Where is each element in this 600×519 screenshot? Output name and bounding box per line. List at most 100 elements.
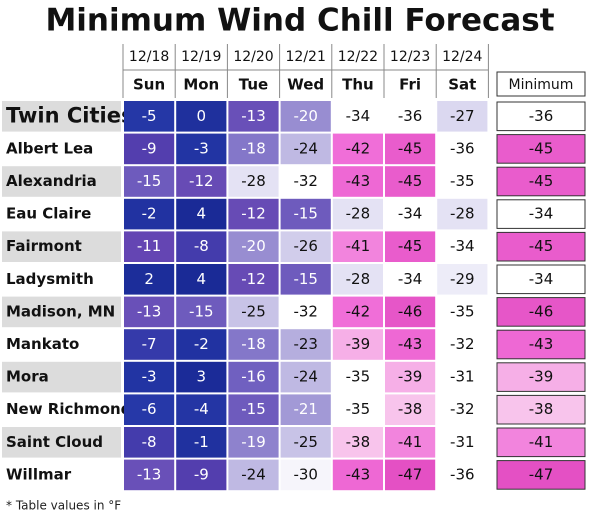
value: -46	[398, 302, 423, 320]
value-cell	[228, 264, 279, 295]
value-cell	[124, 166, 175, 197]
value-cell	[124, 459, 175, 491]
value-cell	[176, 394, 227, 425]
value-cell	[280, 166, 331, 197]
value-cell	[385, 198, 436, 230]
value: -28	[346, 205, 371, 223]
city-name: Albert Lea	[6, 139, 93, 157]
value: -12	[241, 270, 266, 288]
value: -34	[346, 107, 371, 125]
date-label: 12/21	[286, 49, 326, 65]
value-cell	[124, 361, 175, 393]
value-cell	[280, 361, 331, 393]
value: -6	[142, 400, 157, 418]
value-cell	[437, 231, 488, 262]
value: -15	[293, 270, 318, 288]
minimum-cell	[496, 101, 586, 132]
value: -12	[189, 172, 214, 190]
value: -45	[398, 172, 423, 190]
value: -41	[346, 237, 371, 255]
city-cell	[2, 296, 121, 328]
value-cell	[124, 329, 175, 360]
value-cell	[228, 198, 279, 230]
value: 4	[197, 270, 207, 288]
value: -32	[450, 335, 475, 353]
city-cell	[2, 361, 121, 393]
date-label: 12/19	[181, 49, 221, 65]
value: -13	[137, 302, 162, 320]
city-name: Ladysmith	[6, 270, 94, 288]
value: -15	[241, 400, 266, 418]
minimum-cell	[496, 134, 586, 164]
value-cell	[332, 166, 383, 197]
value: -21	[293, 400, 318, 418]
value-cell	[385, 101, 436, 132]
value-cell	[437, 329, 488, 360]
minimum-value: -43	[529, 335, 554, 353]
minimum-value: -46	[529, 302, 554, 320]
value-cell	[385, 459, 436, 491]
value-cell	[124, 264, 175, 295]
value: -18	[241, 139, 266, 157]
value-cell	[176, 231, 227, 262]
value-cell	[437, 166, 488, 197]
day-label: Sun	[133, 76, 165, 94]
value: -36	[450, 139, 475, 157]
value: -32	[293, 172, 318, 190]
minimum-value: -36	[529, 107, 554, 125]
value-cell	[124, 296, 175, 328]
value: -45	[398, 139, 423, 157]
city-cell	[2, 101, 121, 132]
value-cell	[124, 101, 175, 132]
city-name: Mora	[6, 368, 49, 386]
day-label: Fri	[399, 76, 421, 94]
value-cell	[385, 231, 436, 262]
value: -23	[293, 335, 318, 353]
value: -25	[241, 302, 266, 320]
value: -36	[398, 107, 423, 125]
value-cell	[280, 427, 331, 458]
value: -9	[194, 465, 209, 483]
minimum-value: -45	[529, 139, 554, 157]
value: -3	[142, 368, 157, 386]
value: -29	[450, 270, 475, 288]
city-name: Alexandria	[6, 172, 97, 190]
value-cell	[280, 264, 331, 295]
minimum-value: -38	[529, 400, 554, 418]
value-cell	[332, 264, 383, 295]
city-cell	[2, 231, 121, 262]
value: -31	[450, 368, 475, 386]
value-cell	[385, 296, 436, 328]
value: -13	[137, 465, 162, 483]
minimum-value: -41	[529, 433, 554, 451]
value: -41	[398, 433, 423, 451]
value: -32	[450, 400, 475, 418]
city-name: Twin Cities	[6, 103, 133, 127]
value-cell	[437, 394, 488, 425]
value-cell	[332, 198, 383, 230]
value-cell	[228, 133, 279, 165]
value: -9	[142, 139, 157, 157]
city-cell	[2, 166, 121, 197]
value: -34	[398, 205, 423, 223]
value-cell	[332, 101, 383, 132]
value: -2	[142, 205, 157, 223]
value-cell	[124, 394, 175, 425]
value-cell	[228, 101, 279, 132]
value: -35	[450, 172, 475, 190]
value-cell	[228, 329, 279, 360]
city-name: Madison, MN	[6, 302, 115, 320]
value: -42	[346, 139, 371, 157]
value-cell	[176, 264, 227, 295]
title: Minimum Wind Chill Forecast	[45, 3, 554, 39]
value: -35	[346, 368, 371, 386]
value: -4	[194, 400, 209, 418]
value-cell	[437, 101, 488, 132]
value-cell	[437, 361, 488, 393]
value-cell	[280, 101, 331, 132]
date-label: 12/23	[390, 49, 430, 65]
value: -8	[194, 237, 209, 255]
value: -5	[142, 107, 157, 125]
value: -28	[346, 270, 371, 288]
value-cell	[280, 329, 331, 360]
